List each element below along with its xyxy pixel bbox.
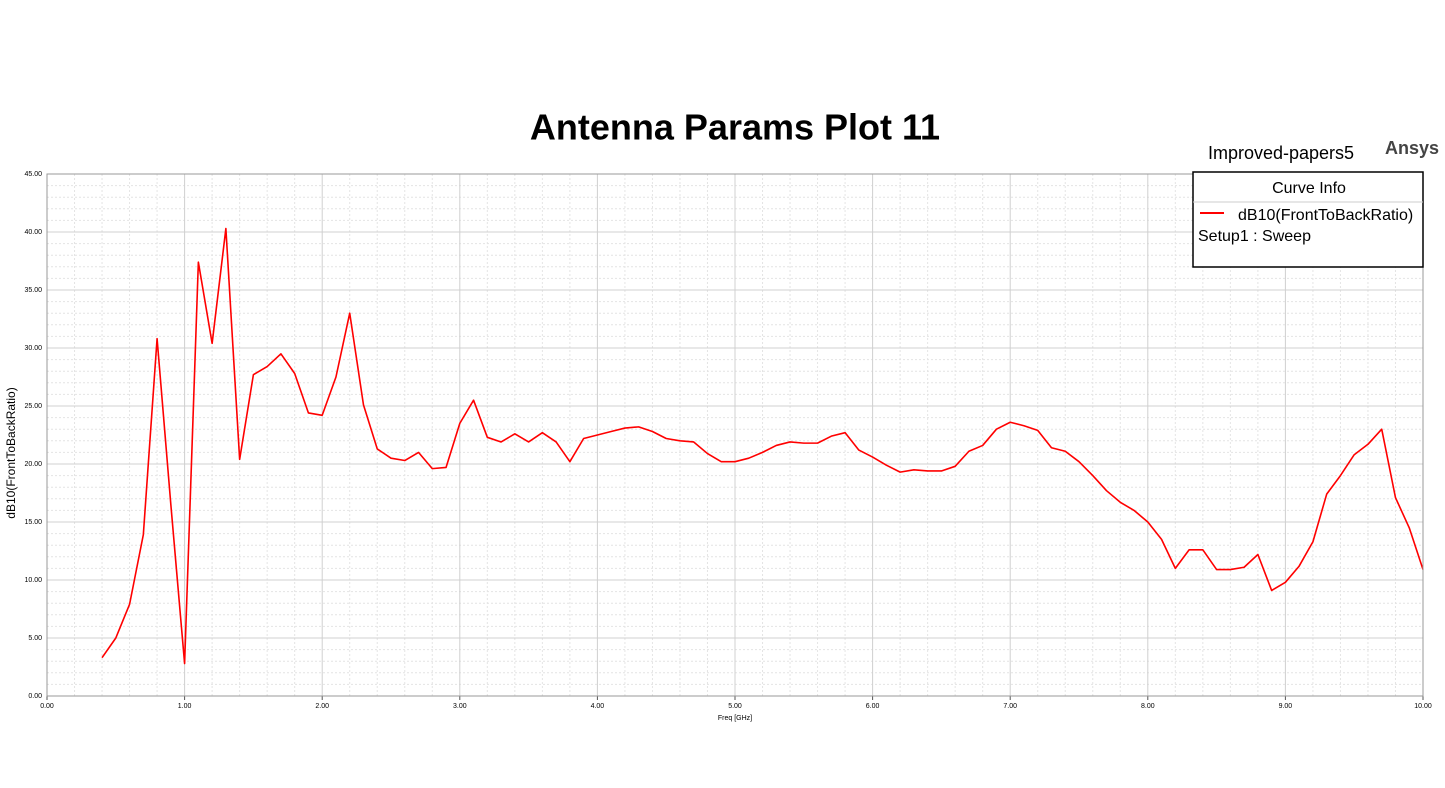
chart-title: Antenna Params Plot 11 [530, 107, 940, 148]
plot [101, 227, 1424, 665]
x-tick-label: 0.00 [40, 703, 54, 710]
x-tick-label: 3.00 [453, 703, 467, 710]
x-tick-label: 4.00 [591, 703, 605, 710]
x-tick-label: 6.00 [866, 703, 880, 710]
y-tick-label: 40.00 [24, 229, 42, 236]
y-tick-label: 15.00 [24, 519, 42, 526]
y-tick-label: 0.00 [28, 693, 42, 700]
x-tick-label: 5.00 [728, 703, 742, 710]
y-tick-label: 5.00 [28, 635, 42, 642]
brand: Ansys [1385, 138, 1439, 158]
y-tick-label: 45.00 [24, 171, 42, 178]
x-tick-label: 8.00 [1141, 703, 1155, 710]
subtitle: Improved-papers5 [1208, 143, 1354, 163]
legend-label: dB10(FrontToBackRatio) [1238, 207, 1413, 224]
legend-title: Curve Info [1272, 180, 1346, 197]
x-tick-label: 1.00 [178, 703, 192, 710]
legend-box [1192, 171, 1424, 268]
plot-frame [46, 173, 1424, 697]
x-tick-label: 2.00 [315, 703, 329, 710]
y-tick-label: 25.00 [24, 403, 42, 410]
y-tick-label: 30.00 [24, 345, 42, 352]
x-axis-label: Freq [GHz] [718, 715, 752, 722]
y-tick-label: 35.00 [24, 287, 42, 294]
y-tick-label: 10.00 [24, 577, 42, 584]
legend-note: Setup1 : Sweep [1198, 228, 1311, 245]
x-tick-label: 10.00 [1414, 703, 1432, 710]
y-axis-label: dB10(FrontToBackRatio) [4, 387, 18, 518]
data-line [101, 227, 1424, 665]
x-tick-label: 7.00 [1003, 703, 1017, 710]
y-tick-label: 20.00 [24, 461, 42, 468]
x-tick-label: 9.00 [1279, 703, 1293, 710]
legend: Curve Info dB10(FrontToBackRatio) Setup1… [1192, 171, 1424, 268]
